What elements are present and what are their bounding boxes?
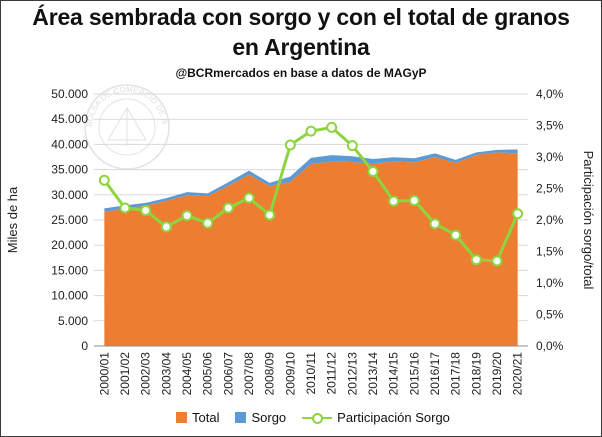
x-tick-label: 2013/14	[366, 352, 380, 396]
plot-areas	[104, 149, 518, 346]
area-total	[104, 152, 518, 346]
y-right-tick-label: 1,5%	[536, 245, 564, 259]
y-right-tick-label: 1,0%	[536, 276, 564, 290]
participation-point	[222, 202, 234, 214]
y-left-tick-label: 20.000	[51, 238, 88, 252]
x-tick-label: 2020/21	[511, 352, 525, 396]
x-tick-label: 2003/04	[159, 352, 173, 396]
participation-point	[491, 255, 503, 267]
y-left-tick-label: 35.000	[51, 163, 88, 177]
legend-label-sorgo: Sorgo	[251, 410, 287, 425]
participation-point	[243, 192, 255, 204]
legend-item-participacion: Participación Sorgo	[302, 410, 450, 425]
participation-point	[284, 139, 296, 151]
participation-line	[98, 121, 524, 267]
y-left-tick-label: 50.000	[51, 87, 88, 101]
participation-point	[140, 205, 152, 217]
chart-subtitle: @BCRmercados en base a datos de MAGyP	[175, 66, 427, 80]
x-tick-label: 2018/19	[469, 352, 483, 396]
participation-point	[119, 202, 131, 214]
chart-title-line2: en Argentina	[232, 34, 370, 60]
y-left-tick-label: 5.000	[58, 314, 88, 328]
svg-text:BOLSA DE COMERCIO DE ROSARIO: BOLSA DE COMERCIO DE ROSARIO	[0, 0, 169, 127]
legend-swatch-sorgo	[235, 412, 247, 423]
participation-point	[429, 218, 441, 230]
legend-swatch-total	[176, 412, 187, 423]
axis-labels: 0 5.000 10.000 15.000 20.000 25.000 30.000 35.0…	[5, 87, 596, 395]
legend: Total Sorgo Participación Sorgo	[176, 410, 466, 425]
participation-point	[264, 209, 276, 221]
participation-point	[305, 125, 317, 137]
participation-point	[512, 208, 524, 220]
y-right-tick-label: 0,0%	[536, 339, 564, 353]
participation-point	[408, 194, 420, 206]
x-tick-label: 2017/18	[449, 352, 463, 396]
participation-point	[202, 217, 214, 229]
y-left-tick-label: 45.000	[51, 112, 88, 126]
y-left-tick-label: 40.000	[51, 137, 88, 151]
x-tick-label: 2012/13	[345, 352, 359, 396]
participation-point	[470, 254, 482, 266]
y-left-tick-label: 15.000	[51, 263, 88, 277]
legend-label-total: Total	[192, 410, 220, 425]
legend-item-total: Total	[176, 410, 219, 425]
y-right-axis-title: Participación sorgo/total	[581, 151, 596, 290]
x-tick-label: 2006/07	[221, 352, 235, 396]
y-left-tick-label: 0	[81, 339, 88, 353]
participation-point	[367, 165, 379, 177]
y-left-tick-label: 25.000	[51, 213, 88, 227]
legend-label-participacion: Participación Sorgo	[337, 410, 450, 425]
participation-point	[160, 221, 172, 233]
x-tick-label: 2011/12	[325, 352, 339, 395]
chart-title-line1: Área sembrada con sorgo y con el total d…	[32, 4, 570, 30]
y-left-tick-label: 10.000	[51, 289, 88, 303]
y-right-tick-label: 0,5%	[536, 308, 564, 322]
y-left-tick-label: 30.000	[51, 188, 88, 202]
x-tick-label: 2005/06	[201, 352, 215, 396]
legend-swatch-participacion	[302, 412, 333, 424]
participation-point	[388, 195, 400, 207]
x-tick-label: 2015/16	[407, 352, 421, 396]
x-tick-label: 2016/17	[428, 352, 442, 396]
x-tick-label: 2000/01	[97, 352, 111, 396]
x-tick-label: 2002/03	[139, 352, 153, 396]
legend-item-sorgo: Sorgo	[235, 410, 286, 425]
participation-point	[181, 210, 193, 222]
participation-point	[98, 174, 110, 186]
x-tick-label: 2019/20	[490, 352, 504, 396]
y-right-tick-label: 3,0%	[536, 150, 564, 164]
y-right-tick-label: 3,5%	[536, 119, 564, 133]
participation-point	[450, 229, 462, 241]
participation-point	[346, 140, 358, 152]
x-tick-label: 2007/08	[242, 352, 256, 396]
x-tick-label: 2010/11	[304, 352, 318, 395]
x-tick-label: 2009/10	[283, 352, 297, 396]
y-left-axis-title: Miles de ha	[5, 186, 20, 253]
y-right-tick-label: 4,0%	[536, 87, 564, 101]
y-right-tick-label: 2,5%	[536, 182, 564, 196]
x-tick-label: 2001/02	[118, 352, 132, 396]
participation-point	[326, 121, 338, 133]
x-tick-label: 2014/15	[387, 352, 401, 396]
y-right-tick-label: 2,0%	[536, 213, 564, 227]
x-tick-label: 2004/05	[180, 352, 194, 396]
x-tick-label: 2008/09	[263, 352, 277, 396]
